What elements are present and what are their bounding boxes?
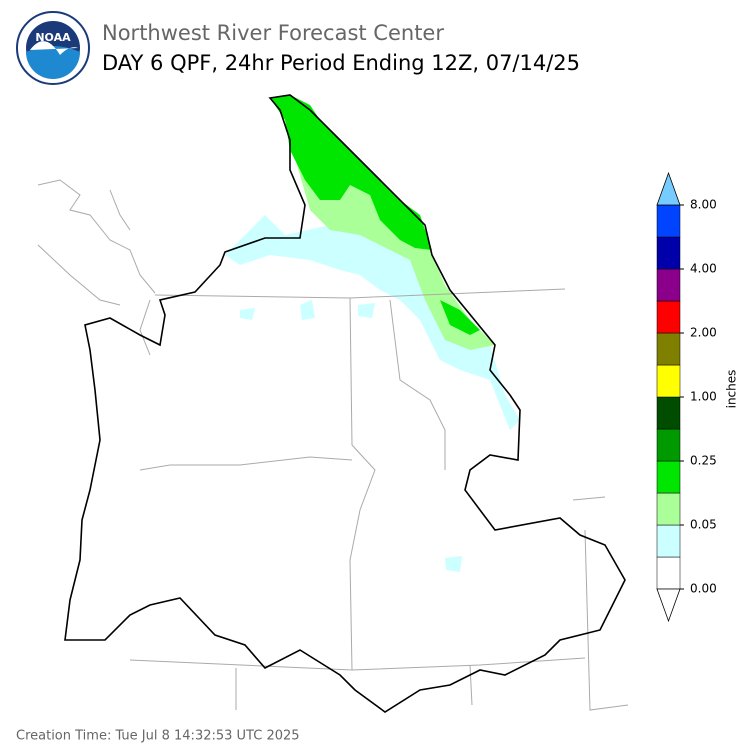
qpf-green [270,95,480,335]
colorbar-label: inches [725,370,739,409]
colorbar: 0.00 0.05 0.25 1.00 2.00 4.00 8.00 [656,171,717,623]
colorbar-segment [656,460,681,494]
colorbar-tick-label: 0.05 [690,518,717,532]
map [37,94,629,713]
colorbar-segment [656,268,681,302]
colorbar-under [656,588,681,623]
coastline [37,179,156,356]
subtitle: DAY 6 QPF, 24hr Period Ending 12Z, 07/14… [102,51,580,75]
state-border [129,288,629,711]
creation-time: Creation Time: Tue Jul 8 14:32:53 UTC 20… [16,729,300,744]
colorbar-segment [656,204,681,238]
colorbar-tick-label: 0.25 [690,454,717,468]
colorbar-tick-label: 2.00 [690,326,717,340]
colorbar-segment [656,492,681,526]
basin-boundary [64,94,626,713]
noaa-logo: NOAA [16,11,90,85]
colorbar-tick-label: 8.00 [690,198,717,212]
colorbar-tick-label: 4.00 [690,262,717,276]
colorbar-segment [656,524,681,558]
logo-text: NOAA [35,31,71,44]
colorbar-segment [656,428,681,462]
colorbar-over [656,171,681,206]
colorbar-segment [656,364,681,398]
title: Northwest River Forecast Center [102,21,444,45]
colorbar-segment [656,396,681,430]
colorbar-segment [656,332,681,366]
colorbar-tick-label: 1.00 [690,390,717,404]
colorbar-segment [656,300,681,334]
colorbar-tick-label: 0.00 [690,582,717,596]
colorbar-segment [656,556,681,590]
colorbar-segment [656,236,681,270]
